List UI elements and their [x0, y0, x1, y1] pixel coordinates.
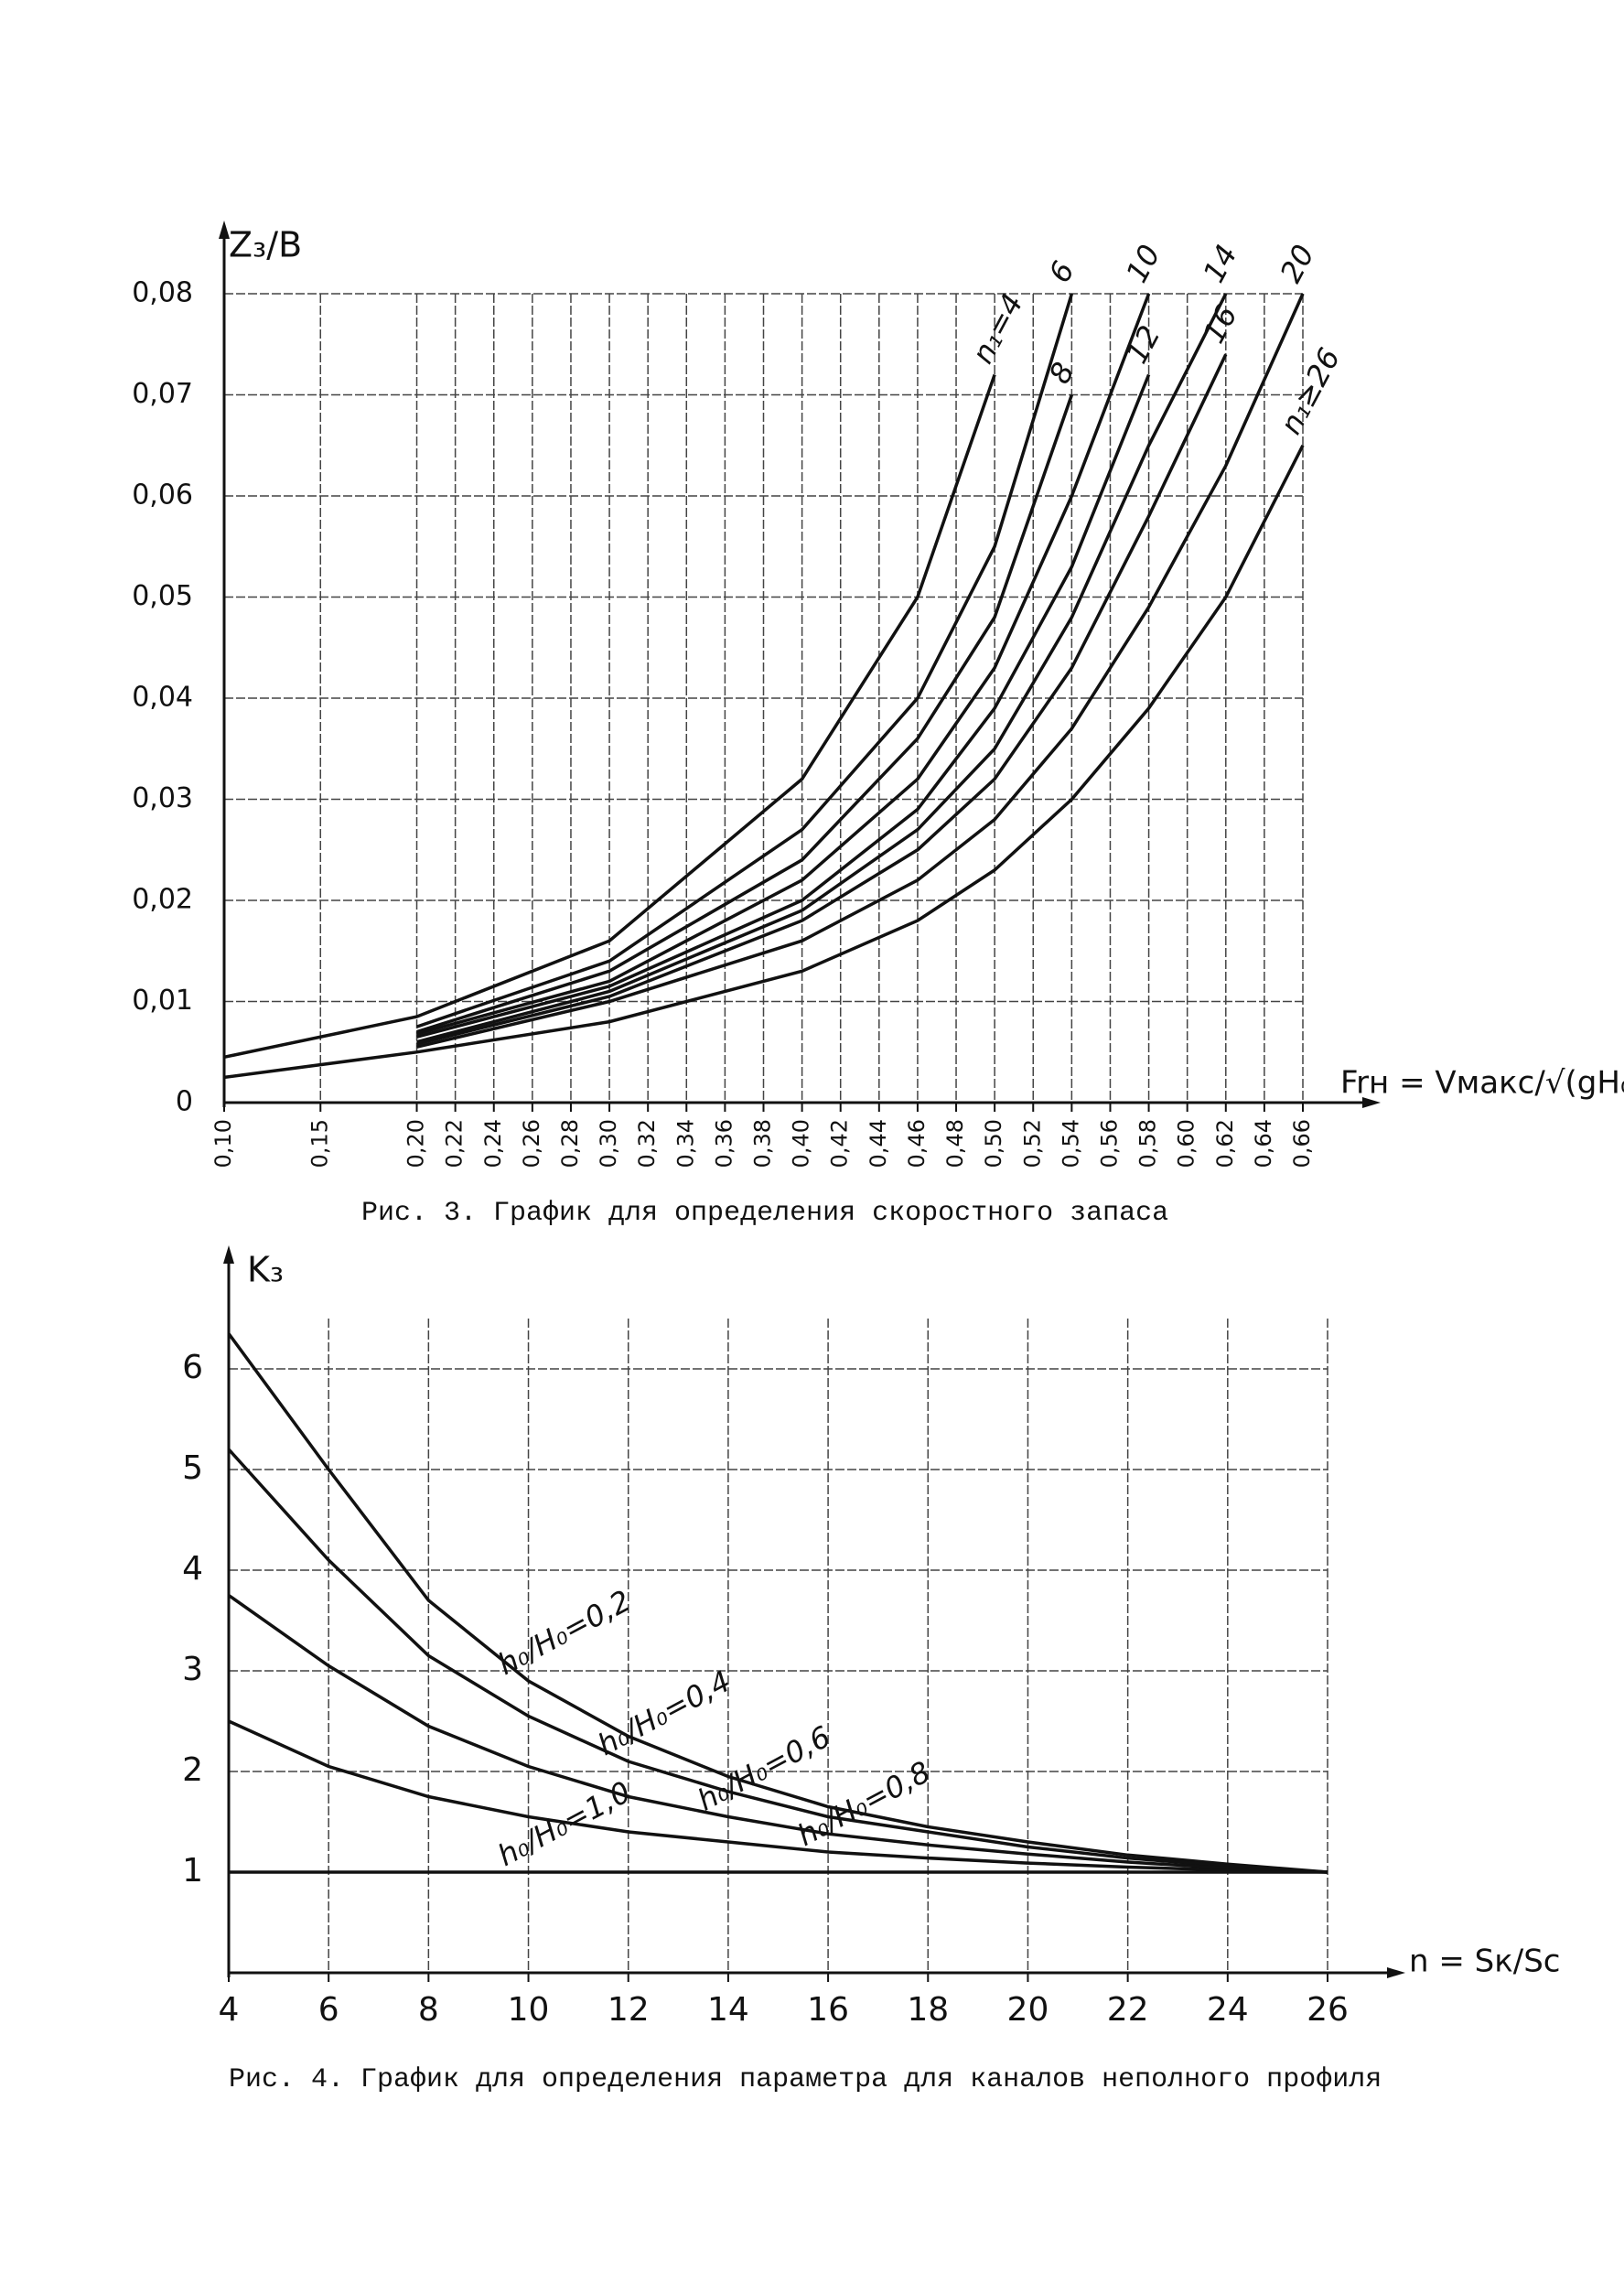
x-arrow: [1387, 1967, 1405, 1978]
series-label: h₀/H₀=0,2: [492, 1583, 637, 1682]
series-label: 6: [1042, 255, 1081, 288]
series-line: [415, 293, 1074, 1028]
x-tick-label: 0,34: [672, 1119, 698, 1168]
series-label: 14: [1196, 239, 1244, 288]
series-line: [227, 1332, 1328, 1874]
x-tick-label: 26: [1307, 1991, 1349, 2029]
series-label: h₀/H₀=1,0: [492, 1774, 637, 1873]
y-tick-label: 0: [176, 1086, 193, 1118]
x-tick-label: 0,64: [1251, 1119, 1276, 1168]
x-tick-label: 10: [508, 1991, 550, 2029]
series-label: n₁≥26: [1273, 342, 1347, 440]
x-axis-label: Frн = Vмакс/√(gH₀): [1340, 1065, 1624, 1102]
x-tick-label: 0,38: [750, 1119, 776, 1168]
series-label: 20: [1273, 239, 1321, 288]
x-tick-label: 20: [1007, 1991, 1049, 2029]
x-tick-label: 22: [1107, 1991, 1149, 2029]
y-arrow: [223, 1245, 234, 1264]
y-tick-label: 0,05: [132, 580, 193, 612]
x-tick-label: 24: [1207, 1991, 1249, 2029]
series-line: [415, 393, 1074, 1034]
y-arrow: [219, 221, 230, 239]
x-tick-label: 16: [807, 1991, 849, 2029]
y-tick-label: 3: [182, 1651, 203, 1688]
series-line: [416, 373, 1151, 1039]
x-tick-label: 0,36: [711, 1119, 737, 1168]
series-label: h₀/H₀=0,4: [592, 1664, 737, 1762]
y-tick-label: 6: [182, 1349, 203, 1386]
x-tick-label: 0,30: [596, 1119, 621, 1168]
x-tick-label: 0,32: [634, 1119, 660, 1168]
y-tick-label: 2: [182, 1751, 203, 1789]
y-tick-label: 0,01: [132, 985, 193, 1017]
x-tick-label: 0,15: [307, 1119, 332, 1168]
series-label: 10: [1119, 239, 1167, 288]
x-tick-label: 12: [608, 1991, 650, 2029]
x-tick-label: 0,52: [1019, 1119, 1045, 1168]
caption: Рис. 4. График для определения параметра…: [229, 2064, 1382, 2095]
x-tick-label: 0,42: [827, 1119, 853, 1168]
x-axis-label: n = Sк/Sс: [1409, 1944, 1561, 1980]
series-label: 12: [1119, 320, 1167, 370]
y-axis-label: K₃: [247, 1250, 284, 1290]
series-label: n₁=4: [965, 288, 1030, 370]
series-line: [223, 445, 1305, 1080]
x-tick-label: 0,58: [1135, 1119, 1161, 1168]
y-tick-label: 0,07: [132, 378, 193, 410]
x-tick-label: 0,40: [789, 1119, 814, 1168]
series-line: [416, 293, 1228, 1044]
x-tick-label: 0,22: [442, 1119, 468, 1168]
y-tick-label: 0,04: [132, 682, 193, 714]
y-tick-label: 0,02: [132, 884, 193, 916]
x-tick-label: 0,48: [942, 1119, 968, 1168]
x-tick-label: 0,62: [1212, 1119, 1238, 1168]
y-axis-label: Z₃/B: [229, 225, 302, 265]
series-line: [416, 353, 1228, 1046]
series-line: [416, 293, 1305, 1049]
x-tick-label: 0,54: [1058, 1119, 1083, 1168]
y-tick-label: 0,03: [132, 782, 193, 814]
x-tick-label: 6: [318, 1991, 339, 2029]
x-tick-label: 0,28: [557, 1119, 583, 1168]
series-line: [416, 293, 1151, 1036]
y-tick-label: 5: [182, 1449, 203, 1487]
y-tick-label: 1: [182, 1852, 203, 1890]
series-line: [227, 1448, 1328, 1874]
y-tick-label: 0,08: [132, 277, 193, 309]
x-arrow: [1362, 1097, 1381, 1108]
series-line: [228, 1719, 1328, 1874]
x-tick-label: 0,60: [1174, 1119, 1199, 1168]
x-tick-label: 0,10: [210, 1119, 236, 1168]
x-tick-label: 14: [707, 1991, 749, 2029]
series-label: 8: [1042, 357, 1081, 390]
series-line: [227, 1594, 1328, 1874]
x-tick-label: 0,20: [403, 1119, 429, 1168]
y-tick-label: 4: [182, 1550, 203, 1588]
y-tick-label: 0,06: [132, 479, 193, 511]
caption: Рис. 3. График для определения скоростно…: [361, 1198, 1168, 1229]
x-tick-label: 0,26: [519, 1119, 544, 1168]
x-tick-label: 0,44: [866, 1119, 891, 1168]
x-tick-label: 18: [907, 1991, 949, 2029]
x-tick-label: 0,66: [1289, 1119, 1315, 1168]
series-line: [223, 373, 996, 1060]
x-tick-label: 8: [418, 1991, 439, 2029]
x-tick-label: 0,24: [480, 1119, 506, 1168]
x-tick-label: 0,50: [981, 1119, 1006, 1168]
x-tick-label: 4: [219, 1991, 240, 2029]
x-tick-label: 0,56: [1096, 1119, 1122, 1168]
x-tick-label: 0,46: [904, 1119, 930, 1168]
